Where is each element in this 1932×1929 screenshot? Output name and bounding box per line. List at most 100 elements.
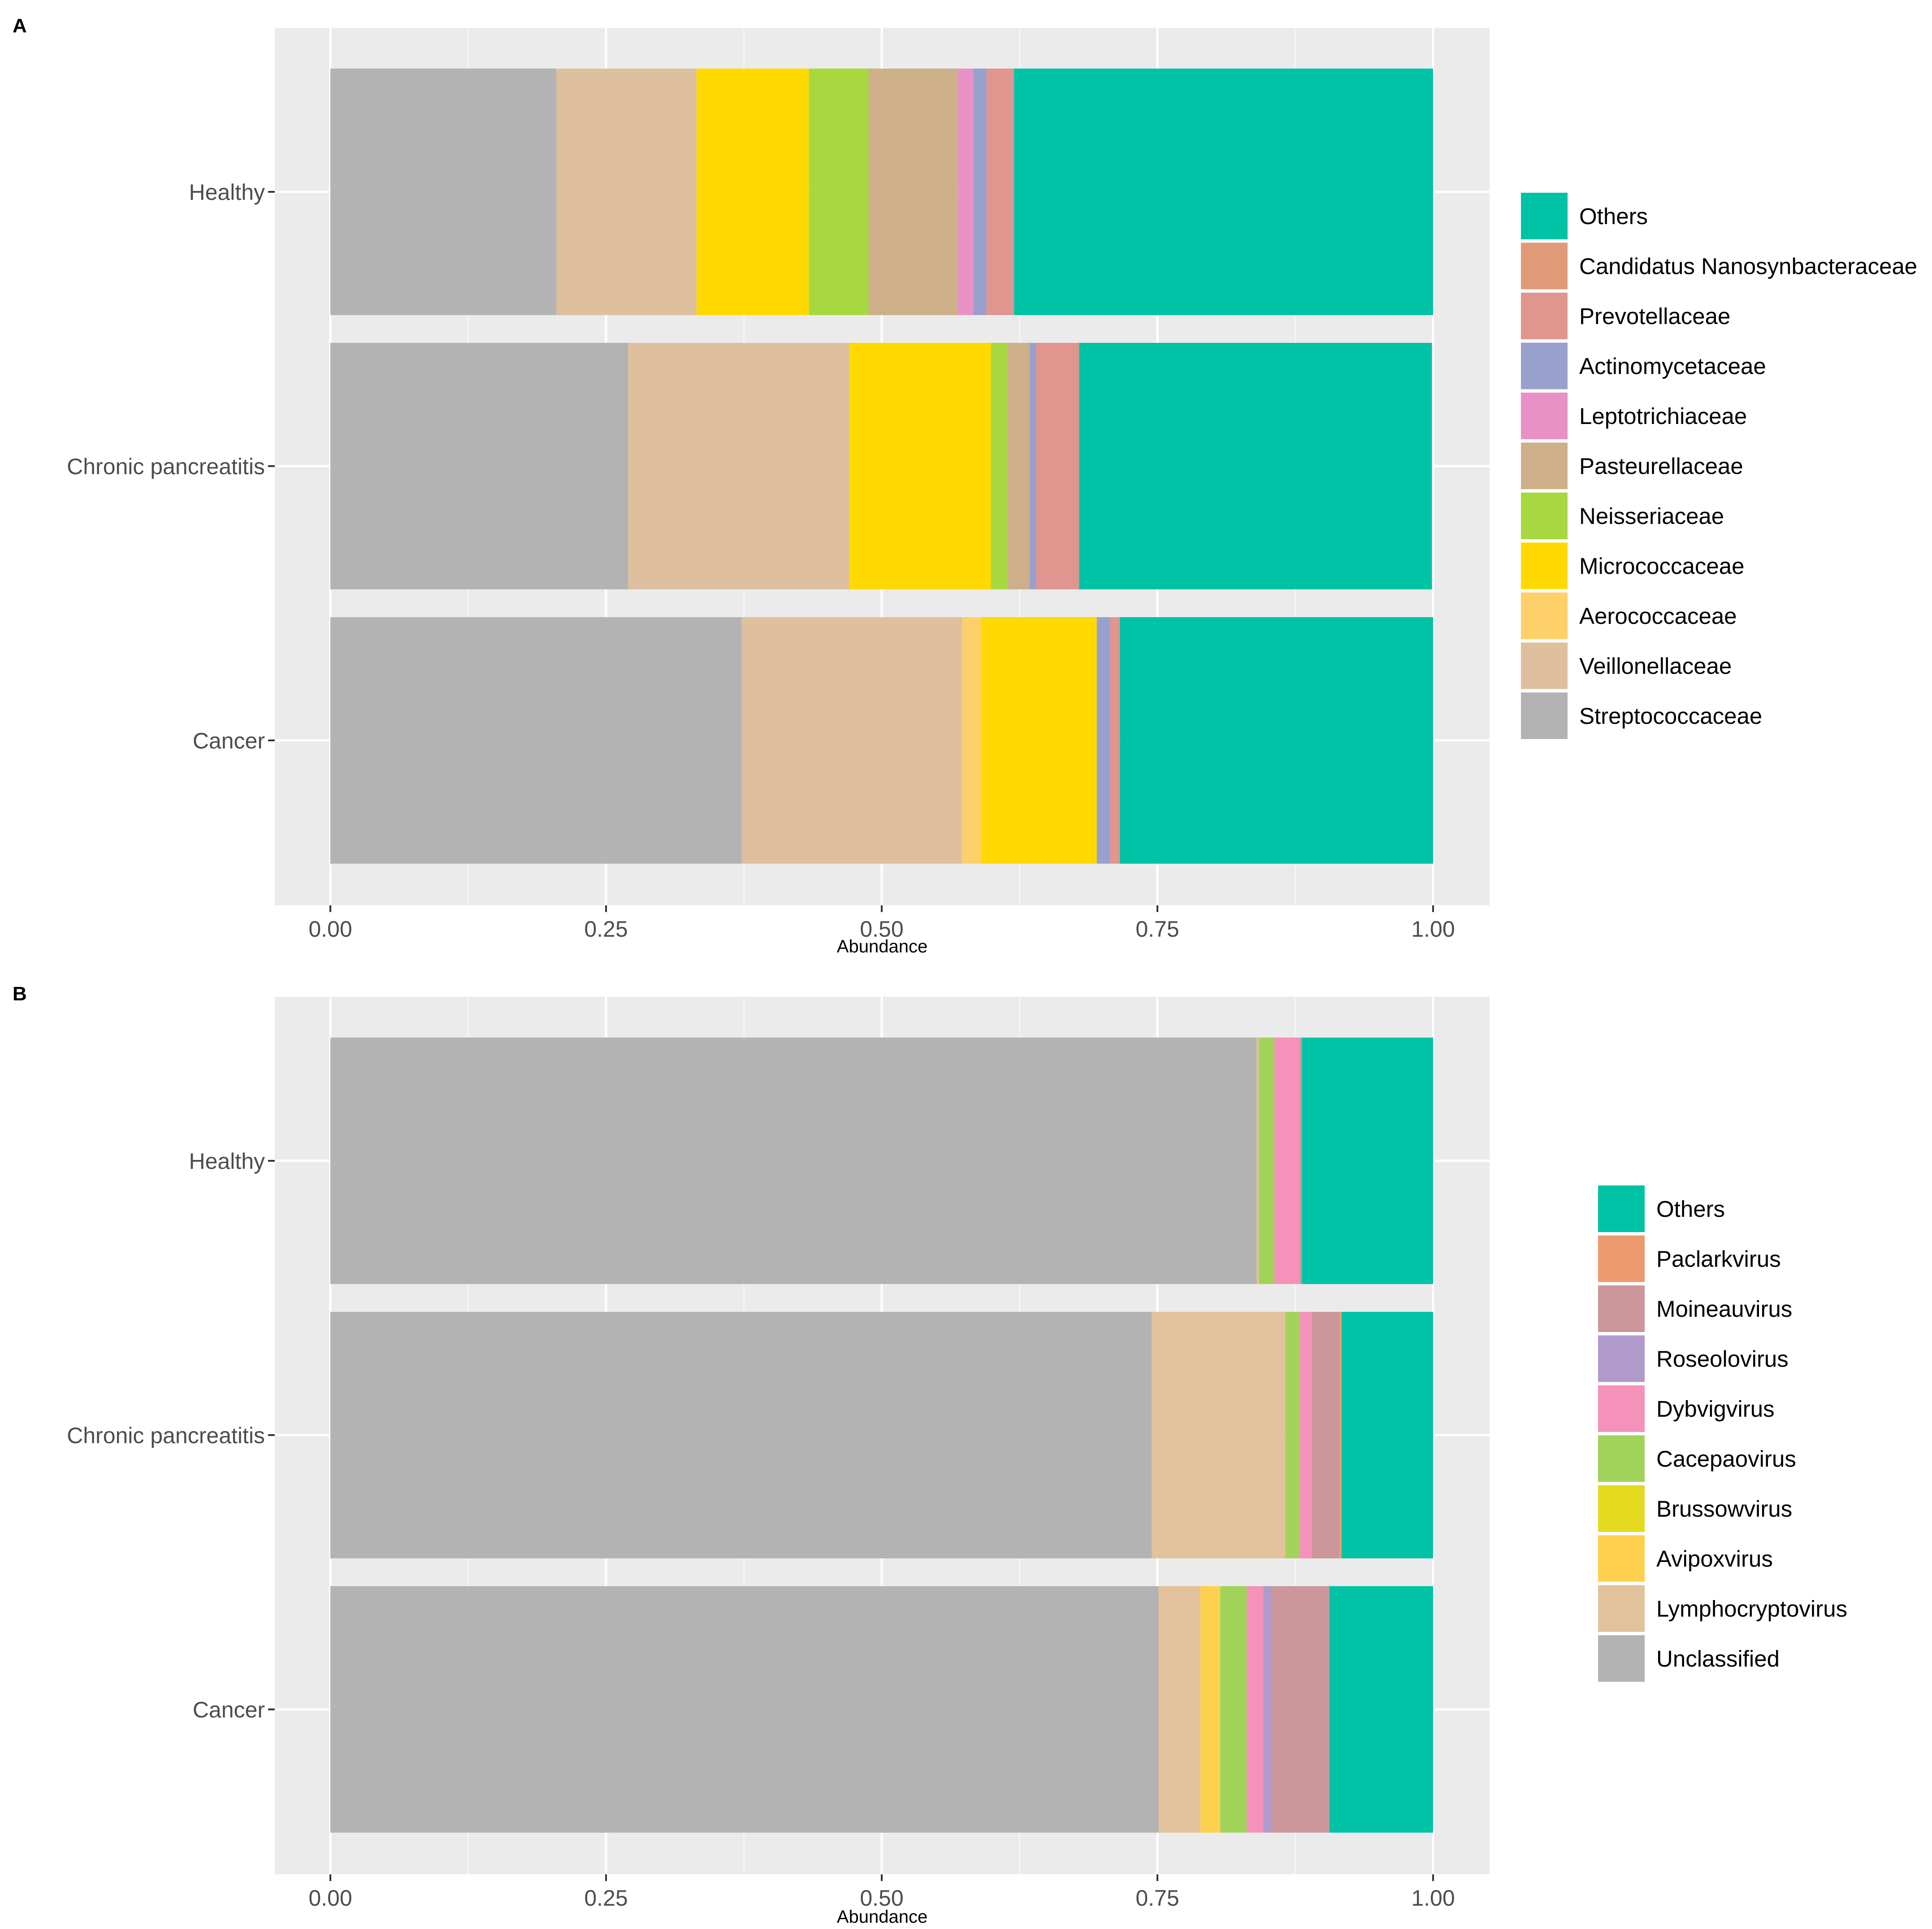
panel-b-bar-cancer-dybvigvirus	[1247, 1586, 1264, 1833]
panel-a-bar-cancer-others	[1120, 617, 1433, 864]
panel-b-legend-key-lymphocryptovirus	[1598, 1585, 1645, 1632]
panel-b-legend-key-others	[1598, 1185, 1645, 1232]
panel-b-legend-label-dybvigvirus: Dybvigvirus	[1656, 1396, 1775, 1422]
panel-b-x-tick-label: 0.00	[308, 1886, 352, 1911]
panel-a-legend-label-prevotellaceae: Prevotellaceae	[1579, 303, 1730, 329]
panel-b-bar-cancer-avipoxvirus	[1200, 1586, 1221, 1833]
panel-b-y-tick-label-chronic-pancreatitis: Chronic pancreatitis	[67, 1423, 265, 1448]
panel-a-legend-label-candidatus-nanosynbacteraceae: Candidatus Nanosynbacteraceae	[1579, 254, 1917, 279]
panel-a-x-tick-label: 0.25	[584, 917, 628, 942]
panel-b-legend-key-roseolovirus	[1598, 1335, 1645, 1382]
panel-b-bar-healthy-lymphocryptovirus	[1256, 1038, 1259, 1284]
panel-a-bar-chronic-pancreatitis-others	[1079, 343, 1432, 589]
panel-a-legend-label-leptotrichiaceae: Leptotrichiaceae	[1579, 403, 1747, 429]
panel-b-y-axis: Healthy Chronic pancreatitis Cancer	[67, 1149, 275, 1722]
panel-b-legend-label-unclassified: Unclassified	[1656, 1646, 1780, 1672]
panel-a-y-tick-label-chronic-pancreatitis: Chronic pancreatitis	[67, 454, 265, 479]
panel-a-legend-key-aerococcaceae	[1521, 593, 1568, 639]
panel-a-legend-label-aerococcaceae: Aerococcaceae	[1579, 603, 1737, 629]
panel-b-legend-label-roseolovirus: Roseolovirus	[1656, 1346, 1789, 1372]
panel-b-bar-healthy-cacepaovirus	[1259, 1038, 1274, 1284]
panel-b-legend-label-cacepaovirus: Cacepaovirus	[1656, 1446, 1796, 1472]
panel-b-y-tick-label-cancer: Cancer	[193, 1697, 265, 1722]
panel-a-bar-healthy-others	[1014, 69, 1433, 315]
panel-a-bar-chronic-pancreatitis-prevotellaceae	[1036, 343, 1079, 589]
panel-a-y-tick-label-healthy: Healthy	[189, 180, 265, 205]
panel-a-bars	[330, 69, 1433, 864]
panel-b-legend: Others Paclarkvirus Moineauvirus Roseolovir…	[1598, 1185, 1847, 1682]
panel-a-x-tick-label: 0.50	[860, 917, 903, 942]
panel-b-bar-healthy-unclassified	[330, 1038, 1257, 1284]
panel-b-bars	[330, 1038, 1433, 1833]
panel-a-bar-healthy-micrococcaceae	[696, 69, 809, 315]
panel-a-bar-cancer-veillonellaceae	[741, 617, 962, 864]
panel-a-legend-label-actinomycetaceae: Actinomycetaceae	[1579, 354, 1766, 379]
panel-b-legend-label-avipoxvirus: Avipoxvirus	[1656, 1546, 1773, 1572]
panel-b-legend-key-paclarkvirus	[1598, 1235, 1645, 1282]
panel-a-bar-chronic-pancreatitis-actinomycetaceae	[1029, 343, 1036, 589]
panel-a-x-tick-label: 1.00	[1411, 917, 1455, 942]
panel-a-bar-cancer-prevotellaceae	[1110, 617, 1120, 864]
panel-b-legend-label-paclarkvirus: Paclarkvirus	[1656, 1246, 1781, 1272]
panel-b-bar-cancer-cacepaovirus	[1220, 1586, 1247, 1833]
panel-a-legend-label-streptococcaceae: Streptococcaceae	[1579, 703, 1762, 729]
panel-b-legend-label-others: Others	[1656, 1196, 1725, 1222]
panel-b-x-axis-title: Abundance	[837, 1907, 927, 1927]
panel-b-letter: B	[13, 983, 27, 1005]
panel-a-legend: Others Candidatus Nanosynbacteraceae Prevo…	[1521, 193, 1917, 739]
panel-a-legend-label-pasteurellaceae: Pasteurellaceae	[1579, 454, 1743, 479]
panel-a-legend-label-neisseriaceae: Neisseriaceae	[1579, 503, 1724, 529]
panel-a: A Healthy Chronic pancreatitis Cancer 0.00…	[13, 15, 1917, 956]
panel-b-bar-healthy-dybvigvirus	[1274, 1038, 1300, 1284]
panel-a-bar-healthy-veillonellaceae	[556, 69, 697, 315]
panel-b-bar-chronic-pancreatitis-cacepaovirus	[1285, 1312, 1300, 1558]
panel-a-legend-key-leptotrichiaceae	[1521, 393, 1568, 439]
panel-b-bar-healthy-moineauvirus	[1300, 1038, 1302, 1284]
panel-b-legend-key-brussowvirus	[1598, 1485, 1645, 1532]
panel-a-bar-healthy-pasteurellaceae	[868, 69, 958, 315]
panel-a-legend-key-neisseriaceae	[1521, 493, 1568, 539]
panel-b-bar-cancer-unclassified	[330, 1586, 1159, 1833]
panel-b-bar-chronic-pancreatitis-lymphocryptovirus	[1152, 1312, 1286, 1558]
panel-b-x-tick-label: 0.50	[860, 1886, 903, 1911]
panel-a-legend-key-pasteurellaceae	[1521, 442, 1568, 489]
panel-a-bar-chronic-pancreatitis-pasteurellaceae	[1007, 343, 1030, 589]
panel-b-legend-key-unclassified	[1598, 1635, 1645, 1682]
panel-b-legend-label-moineauvirus: Moineauvirus	[1656, 1296, 1792, 1322]
panel-a-bar-healthy-actinomycetaceae	[973, 69, 987, 315]
panel-a-bar-healthy-neisseriaceae	[809, 69, 869, 315]
panel-b-bar-chronic-pancreatitis-dybvigvirus	[1300, 1312, 1312, 1558]
panel-a-x-axis-title: Abundance	[837, 937, 927, 956]
panel-b-x-axis: 0.00 0.25 0.50 0.75 1.00	[308, 1874, 1455, 1911]
panel-b-bar-cancer-moineauvirus	[1272, 1586, 1330, 1833]
panel-a-bar-healthy-streptococcaceae	[330, 69, 557, 315]
panel-a-x-axis: 0.00 0.25 0.50 0.75 1.00	[308, 905, 1455, 942]
panel-b-bar-cancer-others	[1329, 1586, 1433, 1833]
panel-b-legend-key-cacepaovirus	[1598, 1435, 1645, 1482]
panel-a-legend-label-veillonellaceae: Veillonellaceae	[1579, 653, 1732, 679]
panel-b-bar-healthy-others	[1302, 1038, 1433, 1284]
panel-b-legend-label-brussowvirus: Brussowvirus	[1656, 1496, 1792, 1522]
panel-b-y-tick-label-healthy: Healthy	[189, 1149, 265, 1174]
panel-b: B Healthy Chronic pancreatitis Cancer 0.00…	[13, 983, 1847, 1927]
panel-a-legend-label-others: Others	[1579, 203, 1648, 229]
panel-a-bar-chronic-pancreatitis-micrococcaceae	[849, 343, 991, 589]
panel-a-bar-healthy-leptotrichiaceae	[957, 69, 974, 315]
panel-a-x-tick-label: 0.00	[308, 917, 352, 942]
panel-b-bar-cancer-roseolovirus	[1263, 1586, 1272, 1833]
panel-a-bar-cancer-aerococcaceae	[962, 617, 981, 864]
panel-a-legend-label-micrococcaceae: Micrococcaceae	[1579, 554, 1744, 579]
panel-a-legend-key-candidatus-nanosynbacteraceae	[1521, 242, 1568, 290]
panel-a-x-tick-label: 0.75	[1135, 917, 1179, 942]
panel-a-bar-chronic-pancreatitis-veillonellaceae	[628, 343, 850, 589]
panel-b-legend-key-dybvigvirus	[1598, 1385, 1645, 1432]
panel-a-legend-key-veillonellaceae	[1521, 642, 1568, 689]
panel-a-y-tick-label-cancer: Cancer	[193, 728, 265, 753]
panel-a-bar-cancer-micrococcaceae	[981, 617, 1097, 864]
panel-a-legend-key-prevotellaceae	[1521, 293, 1568, 339]
panel-a-bar-cancer-actinomycetaceae	[1096, 617, 1110, 864]
panel-a-letter: A	[13, 15, 27, 37]
panel-a-bar-chronic-pancreatitis-neisseriaceae	[991, 343, 1008, 589]
panel-b-bar-chronic-pancreatitis-others	[1341, 1312, 1433, 1558]
